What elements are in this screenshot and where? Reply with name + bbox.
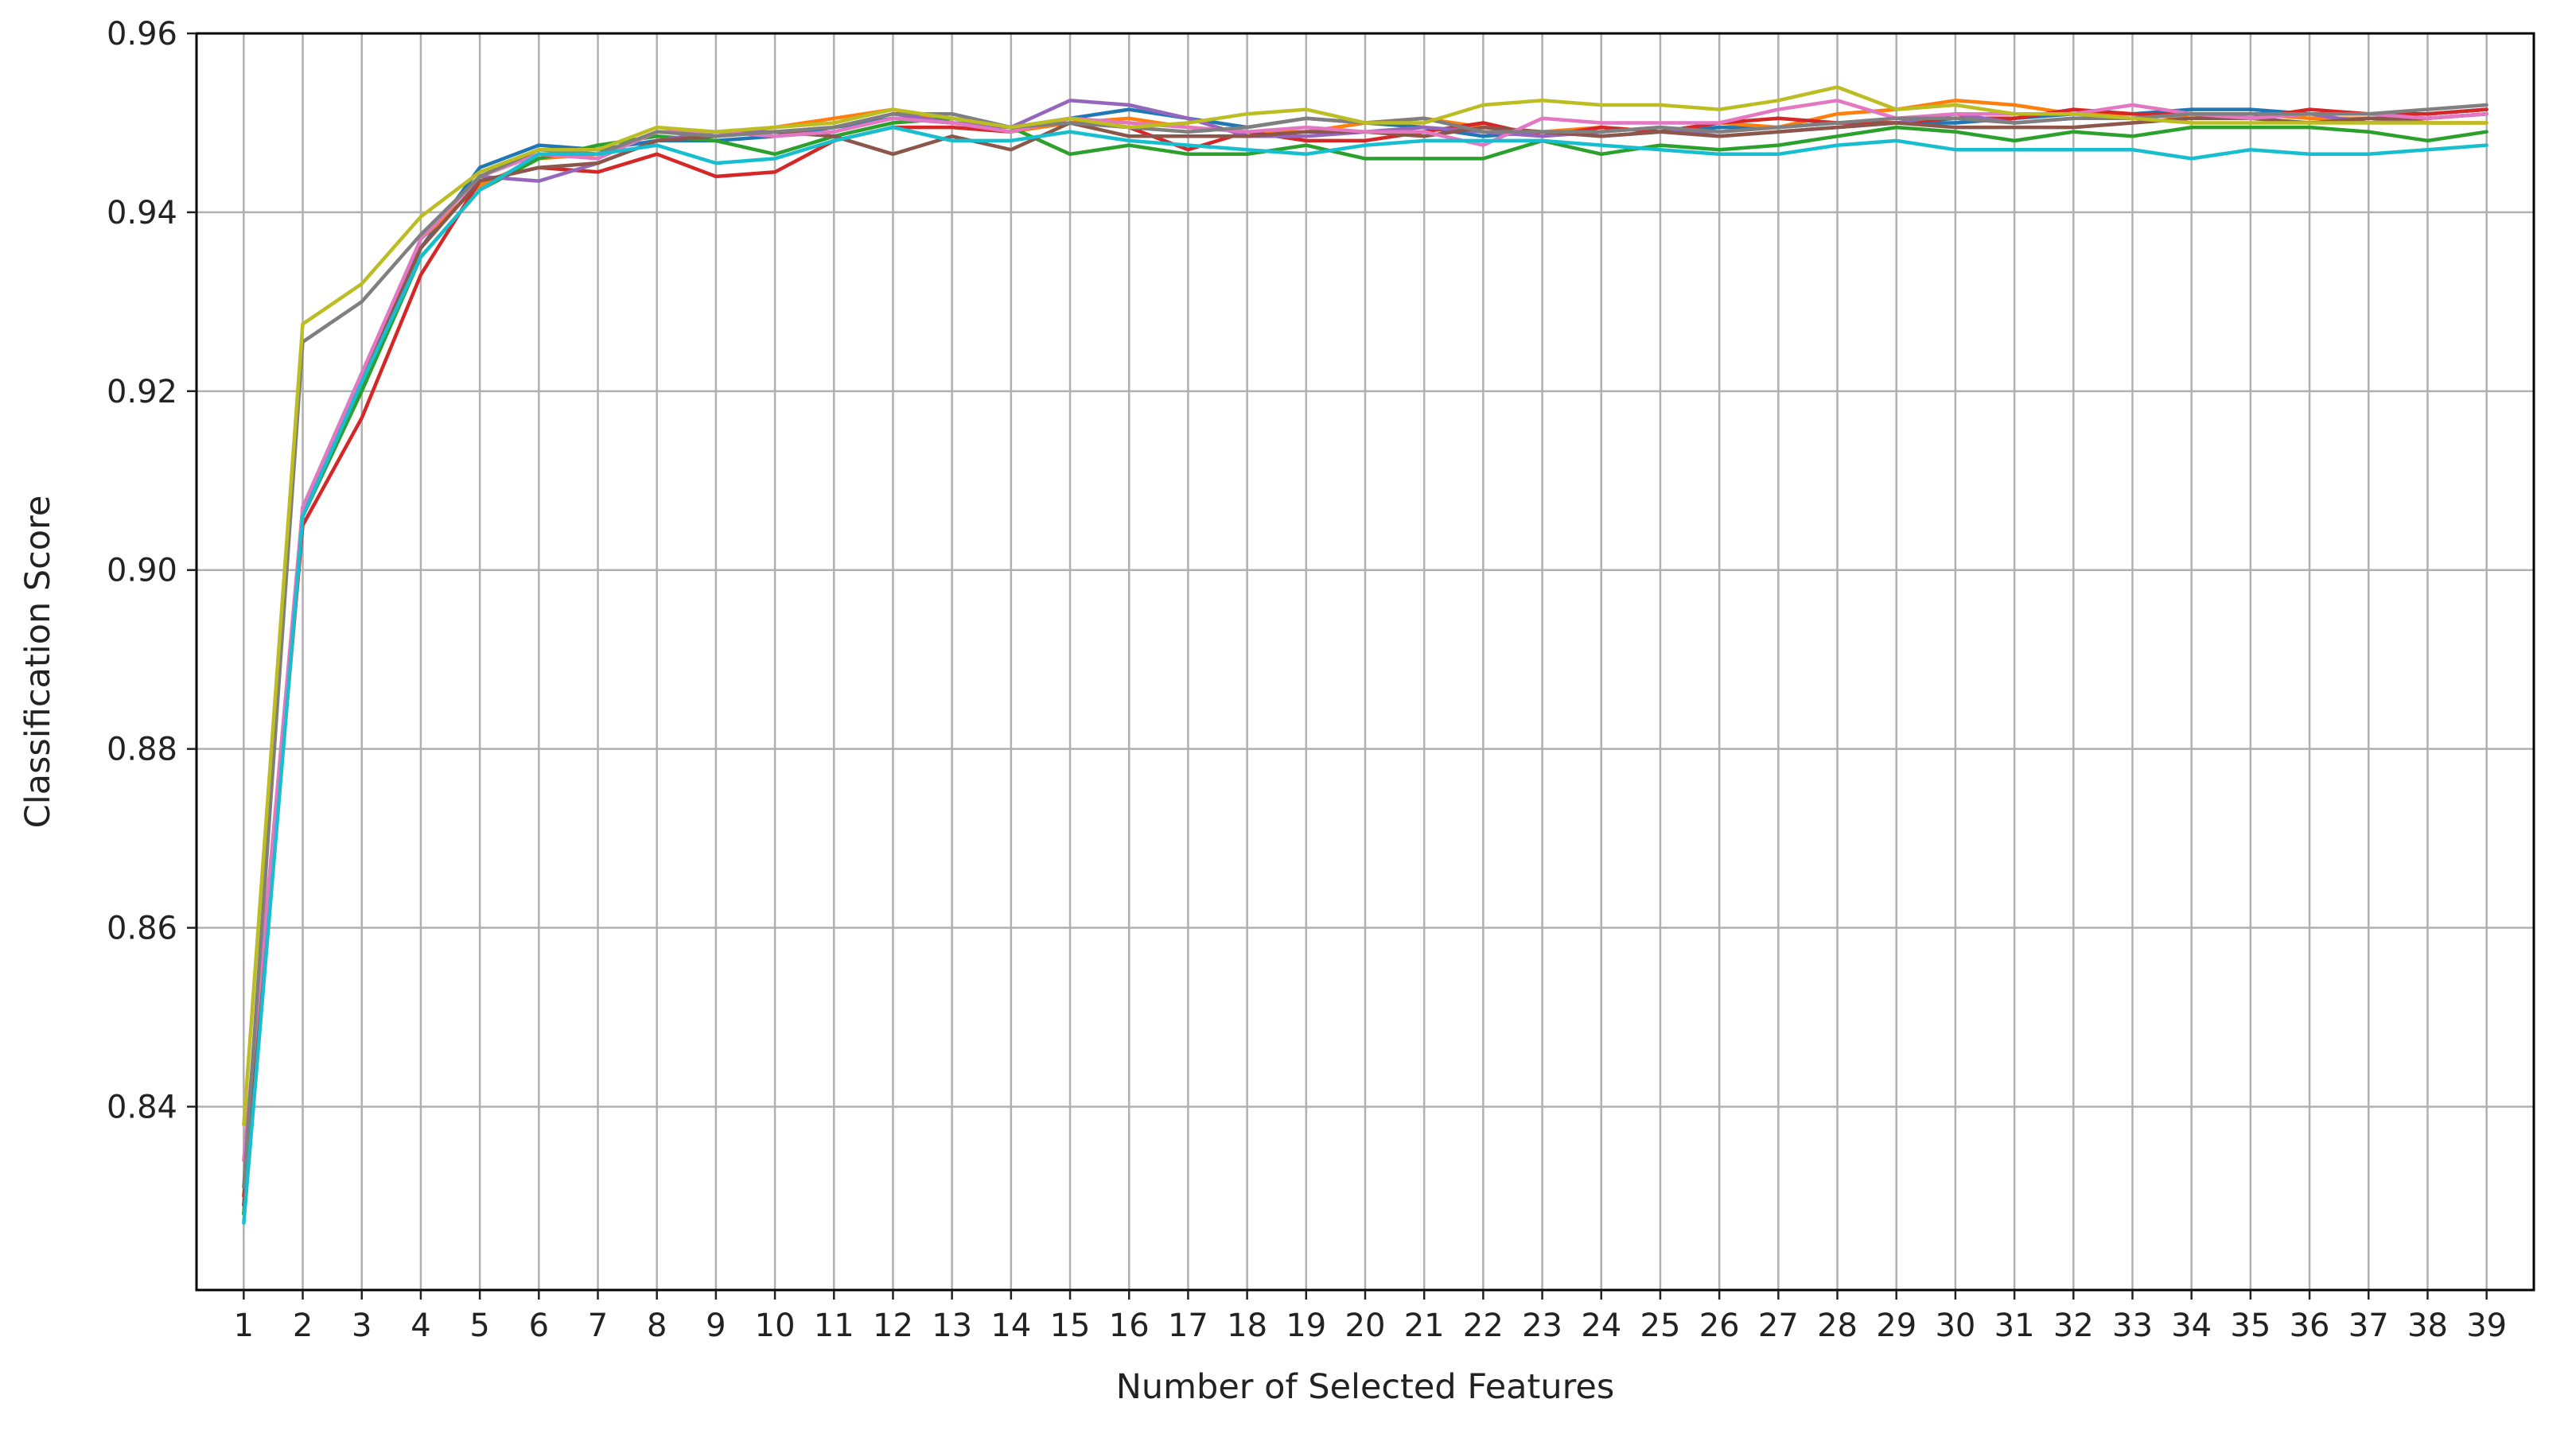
x-tick-label: 35 [2230,1308,2271,1344]
x-tick-label: 8 [647,1308,667,1344]
x-tick-label: 24 [1581,1308,1621,1344]
x-tick-label: 10 [755,1308,796,1344]
x-tick-label: 31 [1994,1308,2035,1344]
y-axis-ticks: 0.84 0.86 0.88 0.90 0.92 0.94 0.96 [107,16,197,1125]
y-tick-label: 0.86 [107,911,177,947]
y-tick-label: 0.84 [107,1089,177,1125]
x-tick-label: 3 [352,1308,372,1344]
series-line-4 [242,107,2488,1199]
x-tick-label: 18 [1227,1308,1267,1344]
x-tick-label: 25 [1640,1308,1681,1344]
x-tick-label: 38 [2407,1308,2448,1344]
x-tick-label: 1 [234,1308,254,1344]
series-line-9 [242,85,2488,1127]
x-tick-label: 13 [932,1308,972,1344]
x-tick-label: 22 [1463,1308,1504,1344]
y-tick-label: 0.88 [107,732,177,768]
x-tick-label: 17 [1168,1308,1208,1344]
x-tick-label: 19 [1286,1308,1326,1344]
x-tick-label: 5 [469,1308,489,1344]
x-tick-label: 37 [2348,1308,2389,1344]
x-axis-ticks: 1 2 3 4 5 6 7 8 9 10 11 12 13 14 15 16 17 18 19 20 21 22 23 24 2… [234,1290,2507,1344]
series-lines [242,85,2488,1225]
x-axis-title: Number of Selected Features [1116,1367,1614,1407]
x-tick-label: 39 [2466,1308,2507,1344]
x-tick-label: 26 [1699,1308,1740,1344]
x-tick-label: 6 [529,1308,549,1344]
x-tick-label: 36 [2290,1308,2330,1344]
x-tick-label: 27 [1758,1308,1799,1344]
x-tick-label: 20 [1345,1308,1386,1344]
y-tick-label: 0.92 [107,374,177,410]
x-tick-label: 16 [1109,1308,1150,1344]
x-tick-label: 11 [814,1308,854,1344]
x-tick-label: 30 [1935,1308,1975,1344]
y-tick-label: 0.96 [107,16,177,52]
x-tick-label: 32 [2053,1308,2094,1344]
x-tick-label: 28 [1817,1308,1858,1344]
x-tick-label: 33 [2112,1308,2153,1344]
x-tick-label: 21 [1404,1308,1445,1344]
x-tick-label: 34 [2171,1308,2212,1344]
x-tick-label: 14 [990,1308,1031,1344]
x-tick-label: 12 [873,1308,913,1344]
series-line-10 [242,125,2488,1225]
x-tick-label: 4 [411,1308,430,1344]
x-tick-label: 9 [706,1308,726,1344]
y-axis-title: Classification Score [18,495,58,829]
x-tick-label: 15 [1050,1308,1091,1344]
x-tick-label: 2 [293,1308,313,1344]
y-tick-label: 0.94 [107,195,177,231]
x-tick-label: 7 [588,1308,608,1344]
grid [197,32,2534,1290]
x-tick-label: 23 [1522,1308,1562,1344]
x-tick-label: 29 [1876,1308,1916,1344]
y-tick-label: 0.90 [107,553,177,589]
